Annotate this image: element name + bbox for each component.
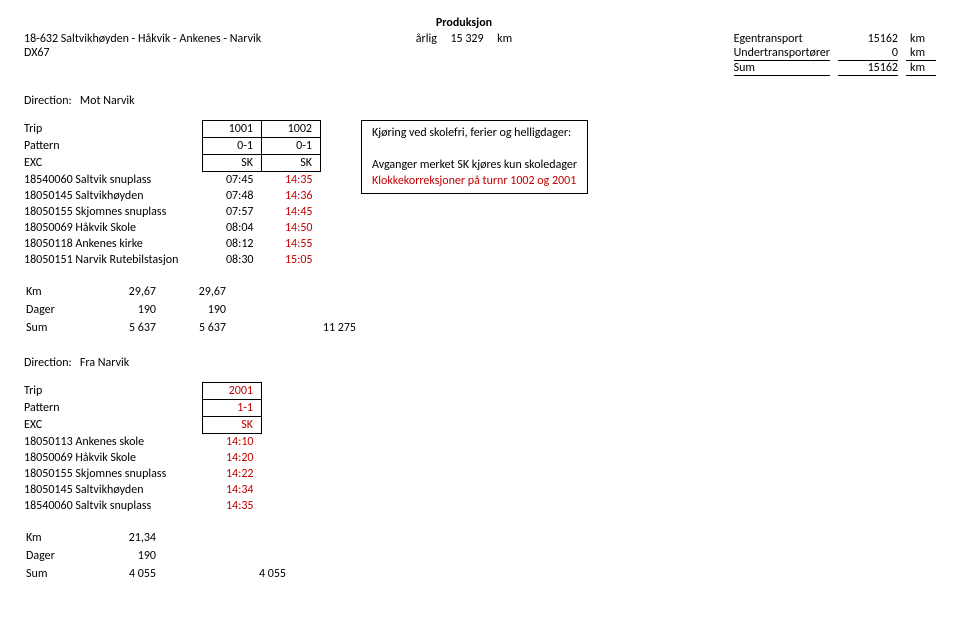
row-label: Undertransportører [734,46,830,60]
note-line: Kjøring ved skolefri, ferier og helligda… [372,125,577,141]
trip-table-1: Trip 1001 1002 Pattern 0-1 0-1 EXC SK SK… [24,120,321,268]
header-row: 18-632 Saltvikhøyden - Håkvik - Ankenes … [24,32,936,76]
exc-label: EXC [24,417,203,434]
transport-summary: Egentransport 15162 km Undertransportøre… [734,32,936,76]
sum-val: 5 637 [166,320,234,336]
stop-time: 15:05 [262,252,321,268]
stop-time: 08:30 [203,252,262,268]
dager-val: 190 [96,302,164,318]
row-unit: km [906,60,936,76]
sum-total: 4 055 [166,566,294,582]
km-label: Km [26,530,94,546]
stop-name: 18050069 Håkvik Skole [24,220,203,236]
stop-time: 14:50 [262,220,321,236]
direction-label: Direction: [24,356,72,370]
direction-label: Direction: [24,94,72,108]
stop-name: 18050069 Håkvik Skole [24,450,203,466]
pattern-val: 0-1 [262,138,321,155]
row-unit: km [906,32,936,46]
km-label: Km [26,284,94,300]
row-label: Sum [734,60,830,76]
exc-val: SK [262,155,321,172]
production-label: Produksjon [364,16,564,30]
km-block-1: Km29,6729,67 Dager190190 Sum5 6375 63711… [24,282,936,338]
stop-time: 14:36 [262,188,321,204]
direction-value: Mot Narvik [80,94,135,108]
stop-name: 18050113 Ankenes skole [24,434,203,451]
direction-1: Direction: Mot Narvik [24,94,936,108]
row-unit: km [906,46,936,60]
sum-label: Sum [26,320,94,336]
notes-box: Kjøring ved skolefri, ferier og helligda… [361,120,588,194]
row-value: 15162 [838,32,898,46]
route-code: DX67 [24,46,364,60]
row-label: Egentransport [734,32,830,46]
exc-label: EXC [24,155,203,172]
stop-time: 07:57 [203,204,262,220]
note-line: Avganger merket SK kjøres kun skoledager [372,157,577,173]
exc-val: SK [203,155,262,172]
trip-col: 2001 [203,383,262,400]
stop-time: 14:45 [262,204,321,220]
stop-name: 18050145 Saltvikhøyden [24,482,203,498]
stop-time: 14:34 [203,482,262,498]
note-line [372,141,577,157]
trip-table-2: Trip 2001 Pattern 1-1 EXC SK 18050113 An… [24,382,262,514]
sum-val: 5 637 [96,320,164,336]
note-line: Klokkekorreksjoner på turnr 1002 og 2001 [372,173,577,189]
stop-time: 14:22 [203,466,262,482]
stop-time: 08:12 [203,236,262,252]
dager-label: Dager [26,302,94,318]
km-block-2: Km21,34 Dager190 Sum4 0554 055 [24,528,936,584]
stop-time: 07:48 [203,188,262,204]
sum-val: 4 055 [96,566,164,582]
stop-time: 08:04 [203,220,262,236]
trip-col: 1002 [262,121,321,138]
stop-name: 18540060 Saltvik snuplass [24,172,203,189]
sum-total: 11 275 [236,320,364,336]
stop-name: 18050151 Narvik Rutebilstasjon [24,252,203,268]
dager-val: 190 [96,548,164,564]
pattern-label: Pattern [24,138,203,155]
pattern-val: 0-1 [203,138,262,155]
stop-time: 14:55 [262,236,321,252]
stop-name: 18050155 Skjomnes snuplass [24,204,203,220]
stop-time: 14:35 [262,172,321,189]
stop-time: 14:20 [203,450,262,466]
sum-label: Sum [26,566,94,582]
km-val: 21,34 [96,530,164,546]
row-value: 15162 [838,60,898,76]
km-val: 29,67 [166,284,234,300]
dager-val: 190 [166,302,234,318]
stop-time: 14:10 [203,434,262,451]
stop-name: 18540060 Saltvik snuplass [24,498,203,514]
stop-name: 18050145 Saltvikhøyden [24,188,203,204]
km-val: 29,67 [96,284,164,300]
stop-name: 18050118 Ankenes kirke [24,236,203,252]
route-title: 18-632 Saltvikhøyden - Håkvik - Ankenes … [24,32,364,46]
freq-value: 15 329 [450,32,483,46]
pattern-label: Pattern [24,400,203,417]
pattern-val: 1-1 [203,400,262,417]
stop-name: 18050155 Skjomnes snuplass [24,466,203,482]
exc-val: SK [203,417,262,434]
direction-2: Direction: Fra Narvik [24,356,936,370]
trip-label: Trip [24,383,203,400]
stop-time: 07:45 [203,172,262,189]
trip-col: 1001 [203,121,262,138]
trip-label: Trip [24,121,203,138]
stop-time: 14:35 [203,498,262,514]
freq-label: årlig [416,32,437,46]
direction-value: Fra Narvik [80,356,129,370]
freq-unit: km [497,32,512,46]
row-value: 0 [838,46,898,60]
dager-label: Dager [26,548,94,564]
